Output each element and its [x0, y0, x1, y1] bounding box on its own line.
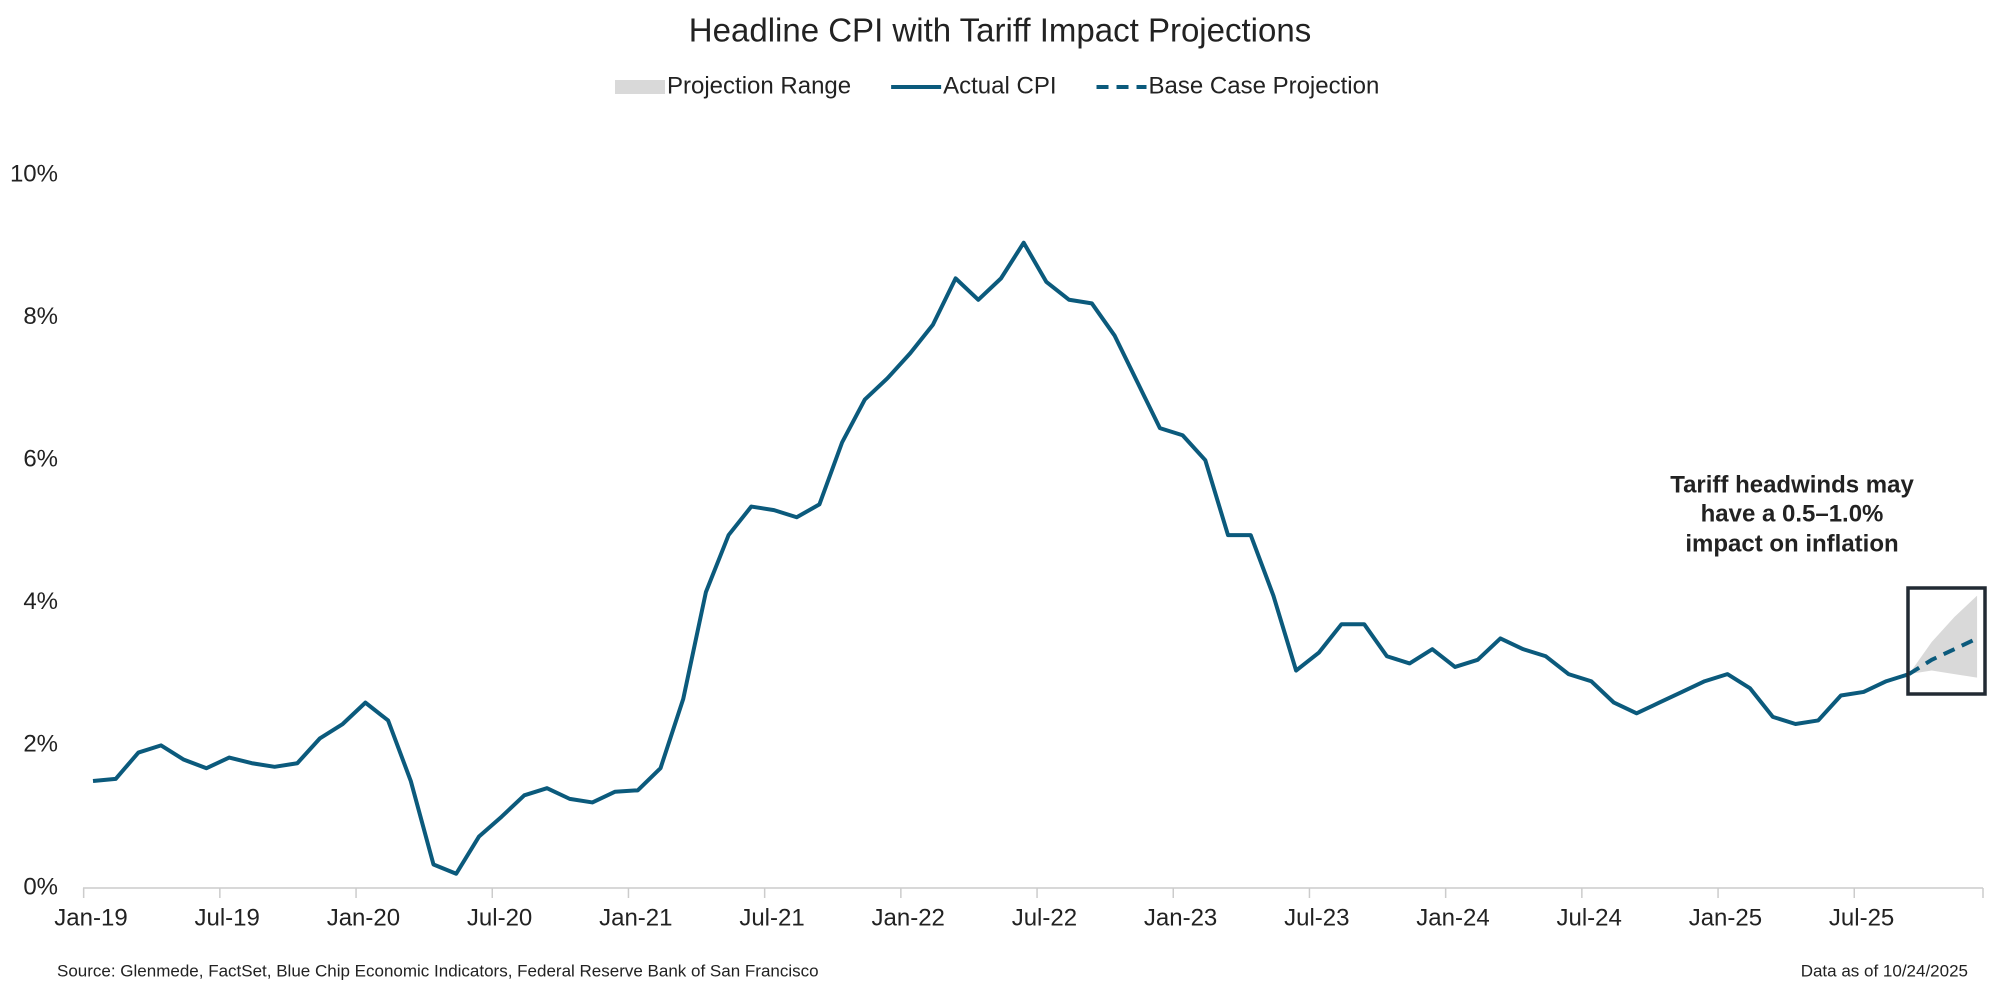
x-tick-label: Jan-25	[1689, 904, 1762, 931]
x-tick-label: Jan-23	[1144, 904, 1217, 931]
y-tick-label: 2%	[23, 731, 58, 758]
y-tick-label: 8%	[23, 303, 58, 330]
x-tick-label: Jul-23	[1284, 904, 1349, 931]
legend-label: Projection Range	[667, 72, 851, 99]
annotation: have a 0.5–1.0%	[1701, 500, 1884, 527]
x-tick-label: Jul-20	[467, 904, 532, 931]
y-tick-label: 6%	[23, 446, 58, 473]
annotation: impact on inflation	[1685, 530, 1898, 557]
legend-label: Actual CPI	[943, 72, 1056, 99]
series-line	[1907, 636, 1978, 676]
x-tick-label: Jan-20	[327, 904, 400, 931]
highlight-box	[1906, 586, 1987, 696]
projection-range	[1909, 595, 1978, 678]
y-tick-label: 0%	[23, 873, 58, 900]
y-tick-label: 10%	[10, 160, 58, 187]
legend-label: Base Case Projection	[1149, 72, 1380, 99]
x-tick-label: Jan-24	[1416, 904, 1489, 931]
x-tick-label: Jan-19	[54, 904, 127, 931]
x-tick-label: Jul-21	[739, 904, 804, 931]
legend-swatch	[615, 80, 665, 94]
x-tick-label: Jul-25	[1829, 904, 1894, 931]
date-note: Data as of 10/24/2025	[1801, 961, 1968, 980]
y-tick-label: 4%	[23, 588, 58, 615]
x-tick-label: Jul-19	[195, 904, 260, 931]
x-tick-label: Jan-22	[872, 904, 945, 931]
series-line	[92, 240, 1910, 876]
x-tick-label: Jan-21	[599, 904, 672, 931]
chart-title: Headline CPI with Tariff Impact Projecti…	[689, 12, 1311, 49]
x-tick-label: Jul-22	[1012, 904, 1077, 931]
source-note: Source: Glenmede, FactSet, Blue Chip Eco…	[57, 961, 819, 980]
annotation: Tariff headwinds may	[1670, 471, 1914, 498]
x-tick-label: Jul-24	[1557, 904, 1622, 931]
